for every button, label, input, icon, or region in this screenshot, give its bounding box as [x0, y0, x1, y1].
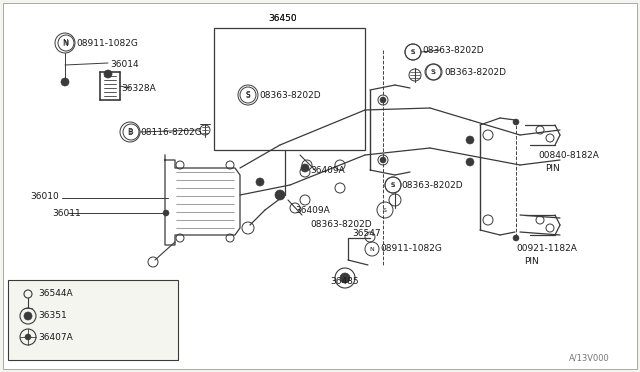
Circle shape [301, 164, 309, 172]
Text: S: S [411, 49, 415, 55]
Circle shape [25, 334, 31, 340]
Circle shape [466, 158, 474, 166]
Text: 36450: 36450 [269, 13, 298, 22]
Text: 08363-8202D: 08363-8202D [422, 45, 484, 55]
Text: 36409A: 36409A [295, 205, 330, 215]
Text: 36010: 36010 [30, 192, 59, 201]
Text: 36328A: 36328A [121, 83, 156, 93]
Circle shape [275, 190, 285, 200]
Text: S: S [432, 70, 436, 74]
Text: S: S [391, 182, 395, 188]
Text: 0B363-8202D: 0B363-8202D [444, 67, 506, 77]
Circle shape [104, 70, 112, 78]
Text: 08911-1082G: 08911-1082G [380, 244, 442, 253]
Circle shape [340, 273, 350, 283]
Circle shape [513, 235, 519, 241]
Text: 36014: 36014 [110, 60, 139, 68]
Text: S: S [411, 49, 415, 55]
Circle shape [466, 136, 474, 144]
Text: 00840-8182A: 00840-8182A [538, 151, 599, 160]
Text: N: N [62, 38, 68, 48]
Circle shape [24, 312, 32, 320]
Text: 36450: 36450 [269, 13, 298, 22]
Text: 36407A: 36407A [38, 333, 73, 341]
Circle shape [256, 178, 264, 186]
Text: 36485: 36485 [330, 278, 358, 286]
Text: S: S [246, 90, 250, 99]
Text: N: N [63, 40, 68, 46]
Circle shape [513, 119, 519, 125]
Text: 08363-8202D: 08363-8202D [401, 180, 463, 189]
Text: 36011: 36011 [52, 208, 81, 218]
Text: PIN: PIN [524, 257, 539, 266]
Text: 00921-1182A: 00921-1182A [516, 244, 577, 253]
Text: 36351: 36351 [38, 311, 67, 321]
Text: 36544A: 36544A [38, 289, 72, 298]
Text: N: N [370, 247, 374, 251]
Text: 08363-8202D: 08363-8202D [310, 219, 372, 228]
Text: 08363-8202D: 08363-8202D [259, 90, 321, 99]
Circle shape [61, 78, 69, 86]
Text: 08911-1082G: 08911-1082G [76, 38, 138, 48]
Text: S: S [246, 92, 250, 98]
Circle shape [380, 157, 386, 163]
Text: 36547: 36547 [352, 228, 381, 237]
Text: S: S [431, 69, 435, 75]
Text: S: S [383, 208, 387, 212]
Text: PIN: PIN [545, 164, 560, 173]
Text: B: B [129, 129, 133, 135]
Bar [8, 280, 178, 360]
Circle shape [380, 97, 386, 103]
Text: A/13V000: A/13V000 [569, 353, 610, 362]
Text: 36409A: 36409A [310, 166, 345, 174]
Circle shape [163, 210, 169, 216]
Text: 08116-8202G: 08116-8202G [140, 128, 202, 137]
Bar [214, 28, 365, 150]
Text: B: B [127, 128, 132, 137]
Text: S: S [391, 183, 395, 187]
